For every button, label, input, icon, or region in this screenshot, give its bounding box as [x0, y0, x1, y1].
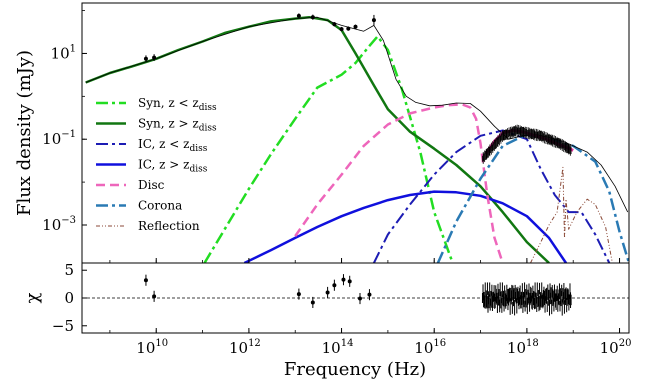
x-tick-label: 1016: [414, 338, 446, 357]
series-line-ic_out: [243, 190, 568, 263]
data-point: [339, 27, 344, 32]
legend-label: Reflection: [138, 219, 200, 233]
x-tick-label: 1010: [136, 338, 168, 357]
data-point: [332, 22, 337, 27]
residual-point: [367, 292, 372, 297]
residual-y-tick-label: 5: [64, 261, 74, 279]
x-tick-label: 1018: [507, 338, 539, 357]
legend-label: Corona: [138, 199, 182, 213]
observed-data-points: [143, 13, 376, 63]
residual-axis-title: χ: [22, 292, 43, 303]
spectrum-panel: 101 10−1 10−3 Syn, z < zdiss Syn, z > zdiss…: [42, 2, 630, 264]
residual-x-ticks: 1010 1012 1014 1016 1018 1020: [109, 328, 632, 357]
x-axis-title: Frequency (Hz): [284, 359, 426, 380]
residual-xray-band: [481, 282, 572, 316]
residual-y-tick-label: −5: [52, 317, 74, 335]
residual-point: [341, 277, 346, 282]
data-point: [346, 26, 351, 31]
residual-point: [296, 292, 301, 297]
y-tick-label: 10−3: [42, 215, 76, 234]
series-line-total: [85, 16, 629, 213]
model-curves: [85, 15, 629, 263]
legend-label: Disc: [138, 178, 165, 192]
series-line-corona: [436, 133, 629, 263]
x-tick-label: 1020: [600, 338, 632, 357]
x-tick-label: 1014: [322, 338, 354, 357]
residual-point: [332, 283, 337, 288]
series-line-syn_in: [203, 35, 454, 263]
residual-point: [357, 296, 362, 301]
data-point: [143, 56, 148, 61]
legend-label: Syn, z > zdiss: [138, 117, 217, 134]
data-point: [353, 24, 358, 29]
residual-y-tick-label: 0: [64, 289, 74, 307]
legend-label: Syn, z < zdiss: [138, 96, 217, 113]
series-line-reflection: [530, 166, 613, 263]
legend: Syn, z < zdiss Syn, z > zdiss IC, z < zdis…: [96, 96, 217, 233]
residual-data-points: [143, 274, 372, 308]
residual-point: [310, 300, 315, 305]
residual-point: [143, 278, 148, 283]
legend-label: IC, z < zdiss: [138, 137, 208, 154]
legend-label: IC, z > zdiss: [138, 158, 208, 175]
residual-y-ticks: 5 0 −5: [52, 261, 87, 335]
x-tick-label: 1012: [229, 338, 261, 357]
data-point: [310, 15, 315, 20]
y-tick-label: 10−1: [42, 129, 76, 148]
data-point: [152, 55, 157, 60]
residual-point: [347, 279, 352, 284]
residual-point: [325, 290, 330, 295]
data-point: [296, 13, 301, 18]
y-tick-label: 101: [51, 43, 76, 62]
y-axis-title: Flux density (mJy): [14, 50, 35, 216]
series-line-disc: [294, 103, 504, 263]
spectrum-y-ticks: 101 10−1 10−3: [42, 10, 87, 234]
data-point: [371, 18, 376, 23]
series-line-ic_in: [373, 129, 611, 263]
residual-point: [152, 294, 157, 299]
xray-data-band: [482, 124, 572, 164]
residual-panel: 5 0 −5 1010 1012 1014 1016 1018 1020: [52, 261, 632, 357]
